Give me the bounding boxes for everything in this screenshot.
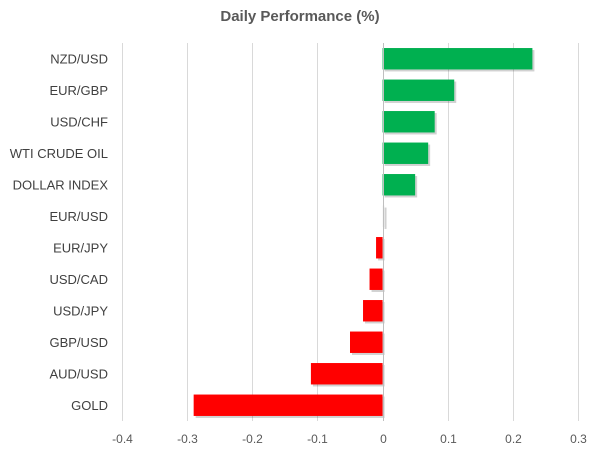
x-tick-label: -0.1 xyxy=(307,432,328,446)
category-labels: NZD/USD EUR/GBP USD/CHF WTI CRUDE OIL DOLLAR… xyxy=(10,51,109,413)
category-label: USD/CHF xyxy=(50,114,108,129)
chart-title: Daily Performance (%) xyxy=(220,8,380,25)
category-label: EUR/USD xyxy=(49,209,108,224)
bar-shadow xyxy=(384,207,387,229)
x-tick-label: 0.1 xyxy=(440,432,457,446)
category-label: DOLLAR INDEX xyxy=(13,177,109,192)
x-tick-label: -0.4 xyxy=(112,432,133,446)
bar-layer xyxy=(193,48,535,418)
category-label: GOLD xyxy=(71,398,108,413)
category-label: GBP/USD xyxy=(49,335,108,350)
bar-usd-jpy xyxy=(363,300,383,322)
bar-dollar-index xyxy=(382,174,416,196)
bar-eur-gbp xyxy=(382,79,455,101)
x-tick-label: -0.3 xyxy=(177,432,198,446)
category-label: EUR/JPY xyxy=(53,240,108,255)
tick-labels: -0.4 -0.3 -0.2 -0.1 0 0.1 0.2 0.3 xyxy=(112,432,587,446)
x-tick-label: 0.2 xyxy=(505,432,522,446)
category-label: AUD/USD xyxy=(49,366,108,381)
category-label: USD/CAD xyxy=(49,272,108,287)
category-label: WTI CRUDE OIL xyxy=(10,146,108,161)
category-label: NZD/USD xyxy=(50,51,108,66)
grid-layer xyxy=(122,43,579,421)
x-tick-label: -0.2 xyxy=(242,432,263,446)
bar-wti-crude-oil xyxy=(382,142,429,164)
bar-nzd-usd xyxy=(382,48,533,70)
category-label: EUR/GBP xyxy=(49,83,108,98)
bar-gold xyxy=(193,394,383,416)
bar-eur-jpy xyxy=(376,237,383,259)
category-label: USD/JPY xyxy=(53,303,108,318)
x-tick-label: 0.3 xyxy=(570,432,587,446)
x-tick-label: 0 xyxy=(380,432,387,446)
bar-gbp-usd xyxy=(350,331,383,353)
bar-aud-usd xyxy=(310,363,383,385)
bar-usd-cad xyxy=(369,268,383,290)
bar-usd-chf xyxy=(382,111,435,133)
